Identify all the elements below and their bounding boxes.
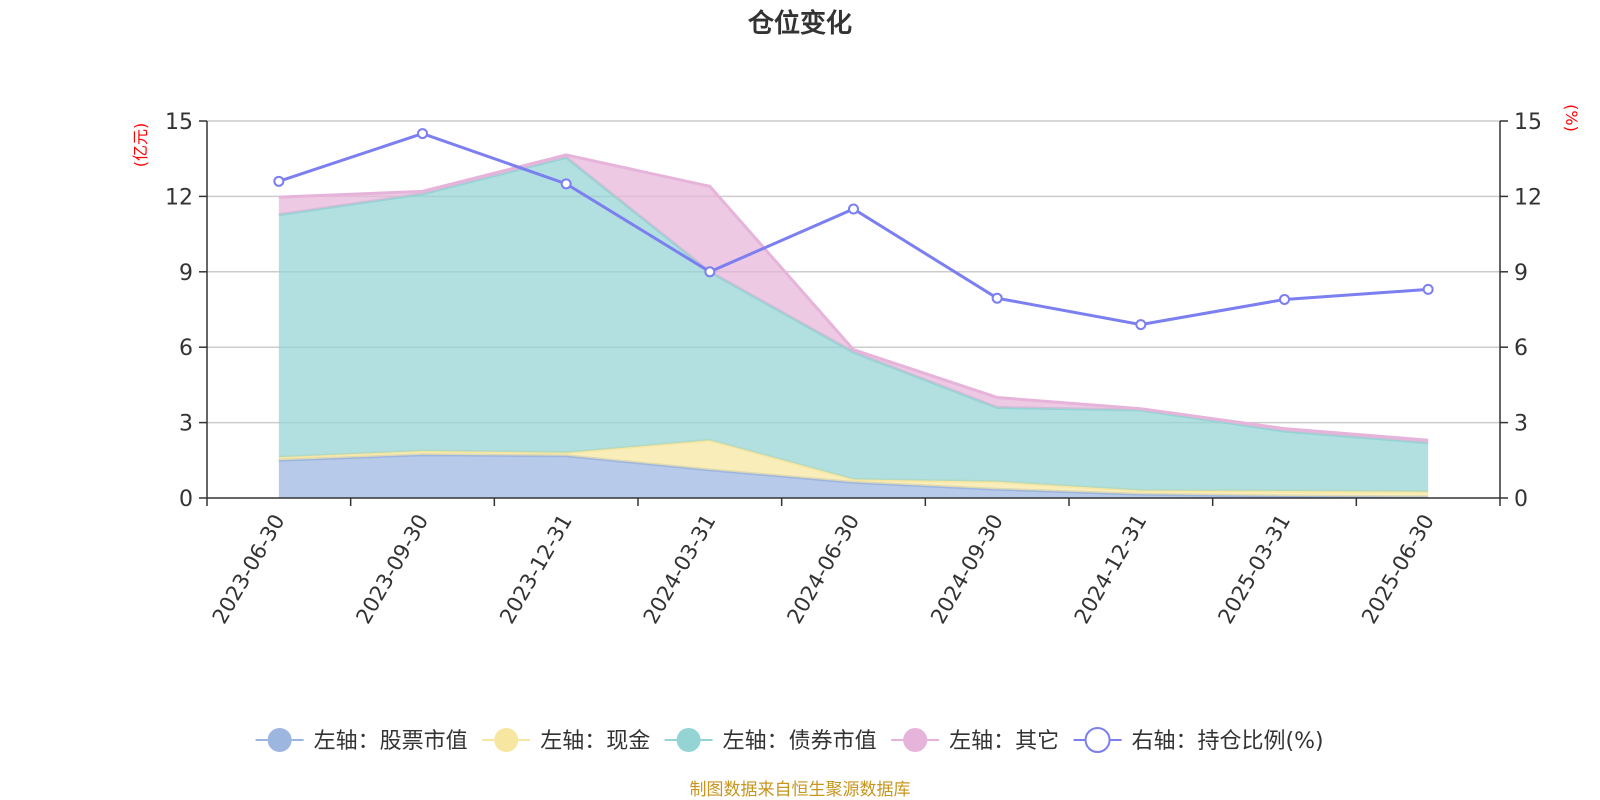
area-左轴：债券市值	[278, 157, 1429, 492]
right-axis-unit: (%)	[1562, 104, 1581, 132]
legend-marker	[267, 728, 292, 752]
ratio-point	[1135, 319, 1147, 331]
y-tick-label: 0	[179, 487, 193, 512]
ratio-point	[1422, 283, 1434, 295]
x-tick-label: 2024-06-30	[782, 510, 864, 628]
legend-marker	[903, 728, 928, 752]
ratio-point	[848, 203, 859, 215]
x-tick-label: 2025-03-31	[1213, 510, 1295, 628]
legend-marker	[494, 728, 519, 752]
x-tick-label: 2024-12-31	[1070, 510, 1152, 628]
ratio-point	[273, 175, 285, 187]
stacked-areas	[278, 153, 1429, 499]
legend-label: 左轴：股票市值	[314, 729, 468, 754]
legend-marker	[1084, 727, 1111, 753]
y-tick-label: 6	[179, 336, 193, 361]
area-左轴：股票市值	[278, 454, 1429, 498]
legend-label: 左轴：其它	[949, 729, 1059, 754]
y-tick-label: 12	[165, 185, 193, 210]
x-tick-label: 2024-03-31	[639, 510, 721, 628]
ratio-point	[417, 128, 428, 140]
legend-marker	[676, 728, 701, 752]
y2-tick-label: 12	[1514, 185, 1542, 210]
area-左轴：现金	[278, 440, 1429, 497]
y2-tick-label: 6	[1514, 336, 1528, 361]
y-tick-label: 15	[165, 110, 193, 135]
y2-tick-label: 0	[1514, 487, 1528, 512]
chart-title: 仓位变化	[747, 8, 852, 39]
ratio-point	[1279, 293, 1290, 305]
x-tick-label: 2023-06-30	[208, 510, 290, 628]
area-edge	[278, 153, 1429, 442]
ratio-point	[704, 266, 716, 278]
ratio-point	[560, 178, 572, 190]
legend: 左轴：股票市值 左轴：现金 左轴：债券市值 左轴：其它 右轴：持仓比例(%)	[255, 727, 1324, 754]
legend-label: 右轴：持仓比例(%)	[1132, 729, 1324, 754]
legend-item: 右轴：持仓比例(%)	[1073, 727, 1324, 754]
x-tick-label: 2023-09-30	[351, 510, 433, 628]
y-tick-label: 3	[179, 412, 193, 437]
y2-tick-label: 15	[1514, 110, 1542, 135]
x-tick-label: 2023-12-31	[495, 510, 577, 628]
y2-tick-label: 9	[1514, 261, 1528, 286]
legend-label: 左轴：债券市值	[723, 729, 877, 754]
left-axis-unit: (亿元)	[131, 123, 150, 168]
legend-item: 左轴：现金	[482, 728, 650, 754]
legend-item: 左轴：其它	[891, 728, 1059, 754]
legend-item: 左轴：股票市值	[255, 728, 468, 754]
legend-label: 左轴：现金	[540, 729, 650, 754]
source-note: 制图数据来自恒生聚源数据库	[690, 780, 911, 800]
legend-item: 左轴：债券市值	[664, 728, 877, 754]
x-tick-label: 2024-09-30	[926, 510, 1008, 628]
ratio-point	[991, 292, 1003, 304]
y2-tick-label: 3	[1514, 412, 1528, 437]
ratio-line	[273, 128, 1434, 331]
x-tick-label: 2025-06-30	[1357, 510, 1439, 628]
y-tick-label: 9	[179, 261, 193, 286]
